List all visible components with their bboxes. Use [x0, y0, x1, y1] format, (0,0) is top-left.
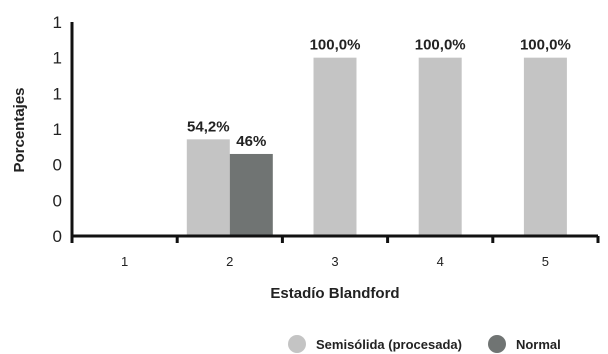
x-axis-title: Estadío Blandford — [270, 285, 399, 302]
y-axis-title: Porcentajes — [11, 87, 28, 172]
data-label: 54,2% — [187, 118, 230, 135]
y-tick-label: 1 — [53, 13, 62, 32]
y-tick-label: 1 — [53, 120, 62, 139]
bar-chart: 0 0 0 1 1 1 1 54,2% 46% 100,0% 100,0% 100,0% 1 2 3 4 5… — [11, 13, 600, 302]
y-tick-label: 1 — [53, 84, 62, 103]
y-tick-label: 0 — [53, 227, 62, 246]
bar-semisolida-3 — [313, 57, 357, 236]
data-label: 100,0% — [415, 37, 466, 54]
legend-item-normal: Normal — [487, 335, 561, 353]
data-label: 46% — [236, 133, 266, 150]
legend-swatch-semisolida — [288, 335, 306, 353]
x-axis-ticks: 1 2 3 4 5 — [70, 236, 600, 269]
bar-semisolida-2 — [186, 139, 230, 236]
y-tick-label: 0 — [53, 191, 62, 210]
data-labels: 54,2% 46% 100,0% 100,0% 100,0% — [187, 37, 571, 150]
legend-label-semisolida: Semisólida (procesada) — [316, 336, 462, 352]
legend-label-normal: Normal — [515, 336, 561, 352]
x-tick-label: 5 — [542, 254, 549, 269]
bar-semisolida-4 — [418, 57, 462, 236]
y-axis-ticks: 0 0 0 1 1 1 1 — [53, 13, 62, 246]
legend-swatch-normal — [487, 335, 506, 353]
x-tick-label: 4 — [437, 254, 444, 269]
x-tick-label: 3 — [331, 254, 338, 269]
bar-semisolida-5 — [523, 57, 567, 236]
y-tick-label: 1 — [53, 49, 62, 68]
y-tick-label: 0 — [53, 156, 62, 175]
x-tick-label: 2 — [226, 254, 233, 269]
data-label: 100,0% — [310, 37, 361, 54]
legend: Semisólida (procesada) Normal — [288, 334, 561, 354]
x-tick-label: 1 — [121, 254, 128, 269]
legend-item-semisolida: Semisólida (procesada) — [288, 335, 462, 353]
data-label: 100,0% — [520, 37, 571, 54]
bar-normal-2 — [229, 153, 273, 236]
bars — [186, 57, 567, 236]
